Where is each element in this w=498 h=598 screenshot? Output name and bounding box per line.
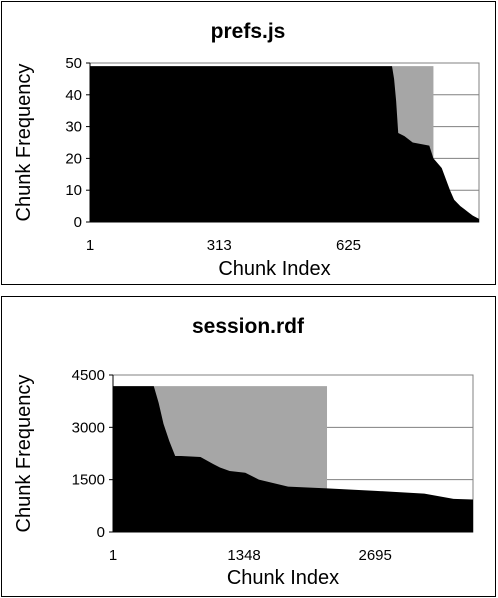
y-tick-label-4: 40 [65, 87, 82, 104]
x-tick-label-0: 1 [109, 547, 117, 564]
chart-panel-session: 0 1500 3000 4500 1 1348 2695 session.rdf Chunk I… [1, 296, 496, 597]
y-tick-label-0: 0 [74, 214, 82, 231]
y-tick-label-3: 4500 [72, 367, 105, 384]
chart-session: 0 1500 3000 4500 1 1348 2695 session.rdf Chunk I… [13, 315, 474, 589]
y-tick-label-2: 3000 [72, 419, 105, 436]
x-tick-label-0: 1 [86, 237, 94, 254]
y-tick-label-1: 10 [65, 182, 82, 199]
y-tick-label-5: 50 [65, 55, 82, 72]
y-axis-label: Chunk Frequency [13, 64, 35, 222]
x-axis-label: Chunk Index [227, 567, 339, 589]
chart-title: prefs.js [211, 20, 286, 43]
series-area-black [113, 386, 473, 532]
x-tick-label-1: 1348 [227, 547, 260, 564]
x-tick-label-1: 313 [207, 237, 232, 254]
x-tick-label-2: 2695 [359, 547, 392, 564]
y-tick-label-3: 30 [65, 119, 82, 136]
y-axis-label: Chunk Frequency [13, 375, 35, 533]
x-axis-label: Chunk Index [218, 258, 330, 280]
x-tick-label-2: 625 [336, 237, 361, 254]
y-tick-label-1: 1500 [72, 472, 105, 489]
chart-title: session.rdf [192, 315, 305, 338]
series-area-black [90, 66, 479, 223]
chart-panel-prefs: 0 10 20 30 40 50 1 313 625 prefs.js Chunk Index Chu… [1, 1, 496, 285]
chart-prefs: 0 10 20 30 40 50 1 313 625 prefs.js Chunk Index Chu… [13, 20, 480, 280]
y-tick-label-0: 0 [97, 524, 105, 541]
y-tick-label-2: 20 [65, 150, 82, 167]
